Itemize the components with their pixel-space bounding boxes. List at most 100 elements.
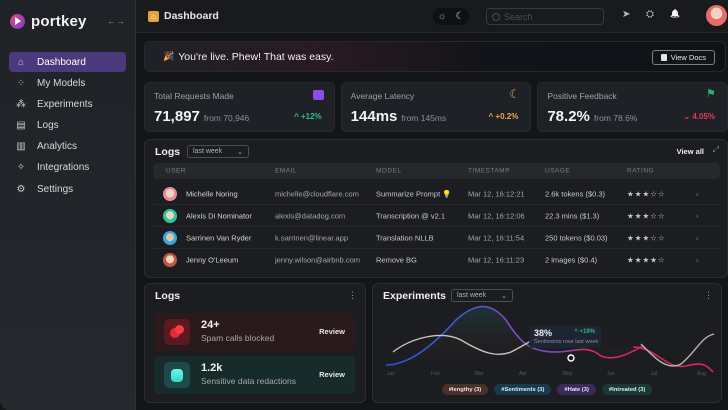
cell-timestamp: Mar 12, 16:11:23 (468, 255, 525, 265)
bell-icon[interactable]: 🔔 (670, 9, 680, 18)
x-tick: Aug (697, 371, 706, 377)
table-row[interactable]: Michelle Noring michelle@cloudflare.com … (153, 183, 720, 205)
spam-blocked-card: 24+ Spam calls blocked Review (154, 313, 355, 351)
review-button[interactable]: Review (319, 327, 345, 336)
panel-title: Logs (155, 146, 181, 158)
star-rating[interactable]: ★★★☆☆ (627, 233, 666, 242)
sidebar-item-label: Analytics (37, 141, 78, 153)
flag-icon: ⚑ (706, 88, 716, 100)
table-row[interactable]: Jenny O'Leeum jenny.wilson@airbnb.com Re… (153, 249, 720, 271)
column-header-usage[interactable]: USAGE (545, 167, 571, 175)
expand-icon[interactable]: ⤢ (712, 145, 719, 154)
logs-summary-panel: Logs ⋮ 24+ Spam calls blocked Review 1.2… (144, 283, 366, 403)
experiments-line-chart[interactable] (381, 302, 716, 377)
sidebar-item-settings[interactable]: ⚙ Settings (9, 179, 126, 199)
stat-change: ^ +12% (294, 112, 322, 121)
column-header-timestamp[interactable]: TIMESTAMP (468, 167, 510, 175)
sidebar-item-label: Logs (37, 120, 59, 132)
column-header-rating[interactable]: RATING (627, 167, 655, 175)
table-header: USER EMAIL MODEL TIMESTAMP USAGE RATING (153, 163, 720, 179)
portkey-logo-icon (10, 13, 25, 29)
tag-intreated[interactable]: #Intreated (3) (601, 384, 653, 395)
gear-icon: ⚙ (16, 183, 26, 195)
cell-model: Translation NLLB (376, 233, 434, 242)
more-options-icon[interactable]: ⋮ (704, 290, 713, 300)
sidebar-item-dashboard[interactable]: ⌂ Dashboard (9, 52, 126, 72)
home-icon: ⌂ (148, 10, 159, 22)
view-all-link[interactable]: View all (676, 147, 704, 156)
logs-period-select[interactable]: last week ⌄ (187, 145, 249, 158)
star-rating[interactable]: ★★★☆☆ (627, 211, 666, 220)
more-options-icon[interactable]: ⋮ (348, 290, 357, 300)
sidebar-item-logs[interactable]: ▤ Logs (9, 116, 126, 136)
theme-toggle[interactable]: ☼ ☾ (433, 8, 469, 25)
cell-user: Sarrinen Van Ryder (186, 233, 252, 242)
sidebar-item-label: My Models (37, 77, 86, 89)
chevron-right-icon[interactable]: › (696, 211, 699, 220)
experiments-panel: Experiments last week ⌄ ⋮ (372, 283, 722, 403)
party-popper-icon: 🎉 (163, 51, 175, 61)
view-docs-button[interactable]: View Docs (651, 50, 715, 65)
cell-usage: 2.6k tokens ($0.3) (545, 189, 606, 198)
experiments-period-select[interactable]: last week ⌄ (451, 289, 513, 302)
collapse-sidebar-icon[interactable]: ←→ (107, 16, 125, 26)
send-icon[interactable]: ➤ (622, 9, 631, 20)
star-rating[interactable]: ★★★☆☆ (627, 189, 666, 198)
page-title: ⌂ Dashboard (148, 10, 219, 22)
select-value: last week (193, 148, 223, 155)
stat-label: Total Requests Made (154, 91, 234, 101)
stat-from: from 78.6% (593, 113, 638, 123)
cell-model: Transcription @ v2.1 (376, 211, 446, 220)
column-header-model[interactable]: MODEL (376, 167, 402, 175)
column-header-user[interactable]: USER (166, 167, 187, 175)
cell-user: Michelle Noring (186, 189, 238, 198)
chevron-down-icon: ⌄ (501, 292, 507, 300)
tag-sentiments[interactable]: #Sentiments (3) (494, 384, 552, 395)
search-placeholder: Search (504, 11, 533, 22)
sun-icon[interactable]: ☼ (437, 11, 447, 22)
cell-model: Remove BG (376, 255, 417, 265)
stat-value: 78.2% (547, 108, 590, 125)
card-label: Spam calls blocked (201, 333, 275, 343)
stat-from: from 70,946 (203, 113, 250, 123)
sidebar-item-analytics[interactable]: ▥ Analytics (9, 137, 126, 157)
column-header-email[interactable]: EMAIL (275, 167, 298, 175)
moon-icon[interactable]: ☾ (455, 11, 465, 22)
chevron-right-icon[interactable]: › (696, 189, 699, 198)
user-avatar[interactable] (706, 5, 727, 26)
stat-card-positive-feedback: Positive Feedback 78.2% from 78.6% ⌄ 4.0… (537, 82, 728, 132)
chevron-right-icon[interactable]: › (696, 233, 699, 242)
sidebar-item-experiments[interactable]: ⁂ Experiments (9, 94, 126, 114)
review-button[interactable]: Review (319, 370, 345, 379)
redactions-card: 1.2k Sensitive data redactions Review (154, 356, 355, 394)
ufo-icon[interactable]: ⛭ (646, 9, 654, 20)
stat-card-total-requests: Total Requests Made 71,897 from 70,946 ^… (144, 82, 335, 132)
card-value: 1.2k (201, 362, 223, 374)
chevron-right-icon[interactable]: › (696, 255, 699, 265)
tag-lengthy[interactable]: #lengthy (3) (441, 384, 489, 395)
x-tick: Jun (607, 371, 616, 377)
x-tick: Jan (387, 371, 396, 377)
clipboard-icon: ▤ (16, 120, 26, 132)
star-rating[interactable]: ★★★★☆ (627, 255, 666, 265)
document-icon (660, 54, 667, 61)
grid-icon: ⁘ (16, 77, 26, 89)
search-input[interactable]: Search (486, 8, 604, 25)
welcome-banner: 🎉 You're live. Phew! That was easy. View… (144, 41, 726, 72)
table-row[interactable]: Sarrinen Van Ryder k.sarrinen@linear.app… (153, 227, 720, 249)
x-tick: Apr (519, 371, 527, 377)
sidebar-item-label: Integrations (37, 162, 90, 174)
sidebar-item-integrations[interactable]: ✧ Integrations (9, 158, 126, 178)
table-row[interactable]: Alexis Di Nominator alexis@datadog.com T… (153, 205, 720, 227)
x-tick: May (563, 371, 573, 377)
stat-card-average-latency: Average Latency 144ms from 145ms ^ +0.2%… (340, 82, 532, 132)
sidebar-item-my-models[interactable]: ⁘ My Models (9, 73, 126, 93)
card-label: Sensitive data redactions (201, 376, 296, 386)
tag-hate[interactable]: #Hate (3) (557, 384, 596, 395)
x-tick: Feb (431, 371, 440, 377)
panel-title: Experiments (383, 290, 447, 302)
cell-email: jenny.wilson@airbnb.com (275, 255, 361, 265)
chevron-down-icon: ⌄ (237, 148, 243, 156)
cell-usage: 250 tokens ($0.03) (545, 233, 608, 242)
